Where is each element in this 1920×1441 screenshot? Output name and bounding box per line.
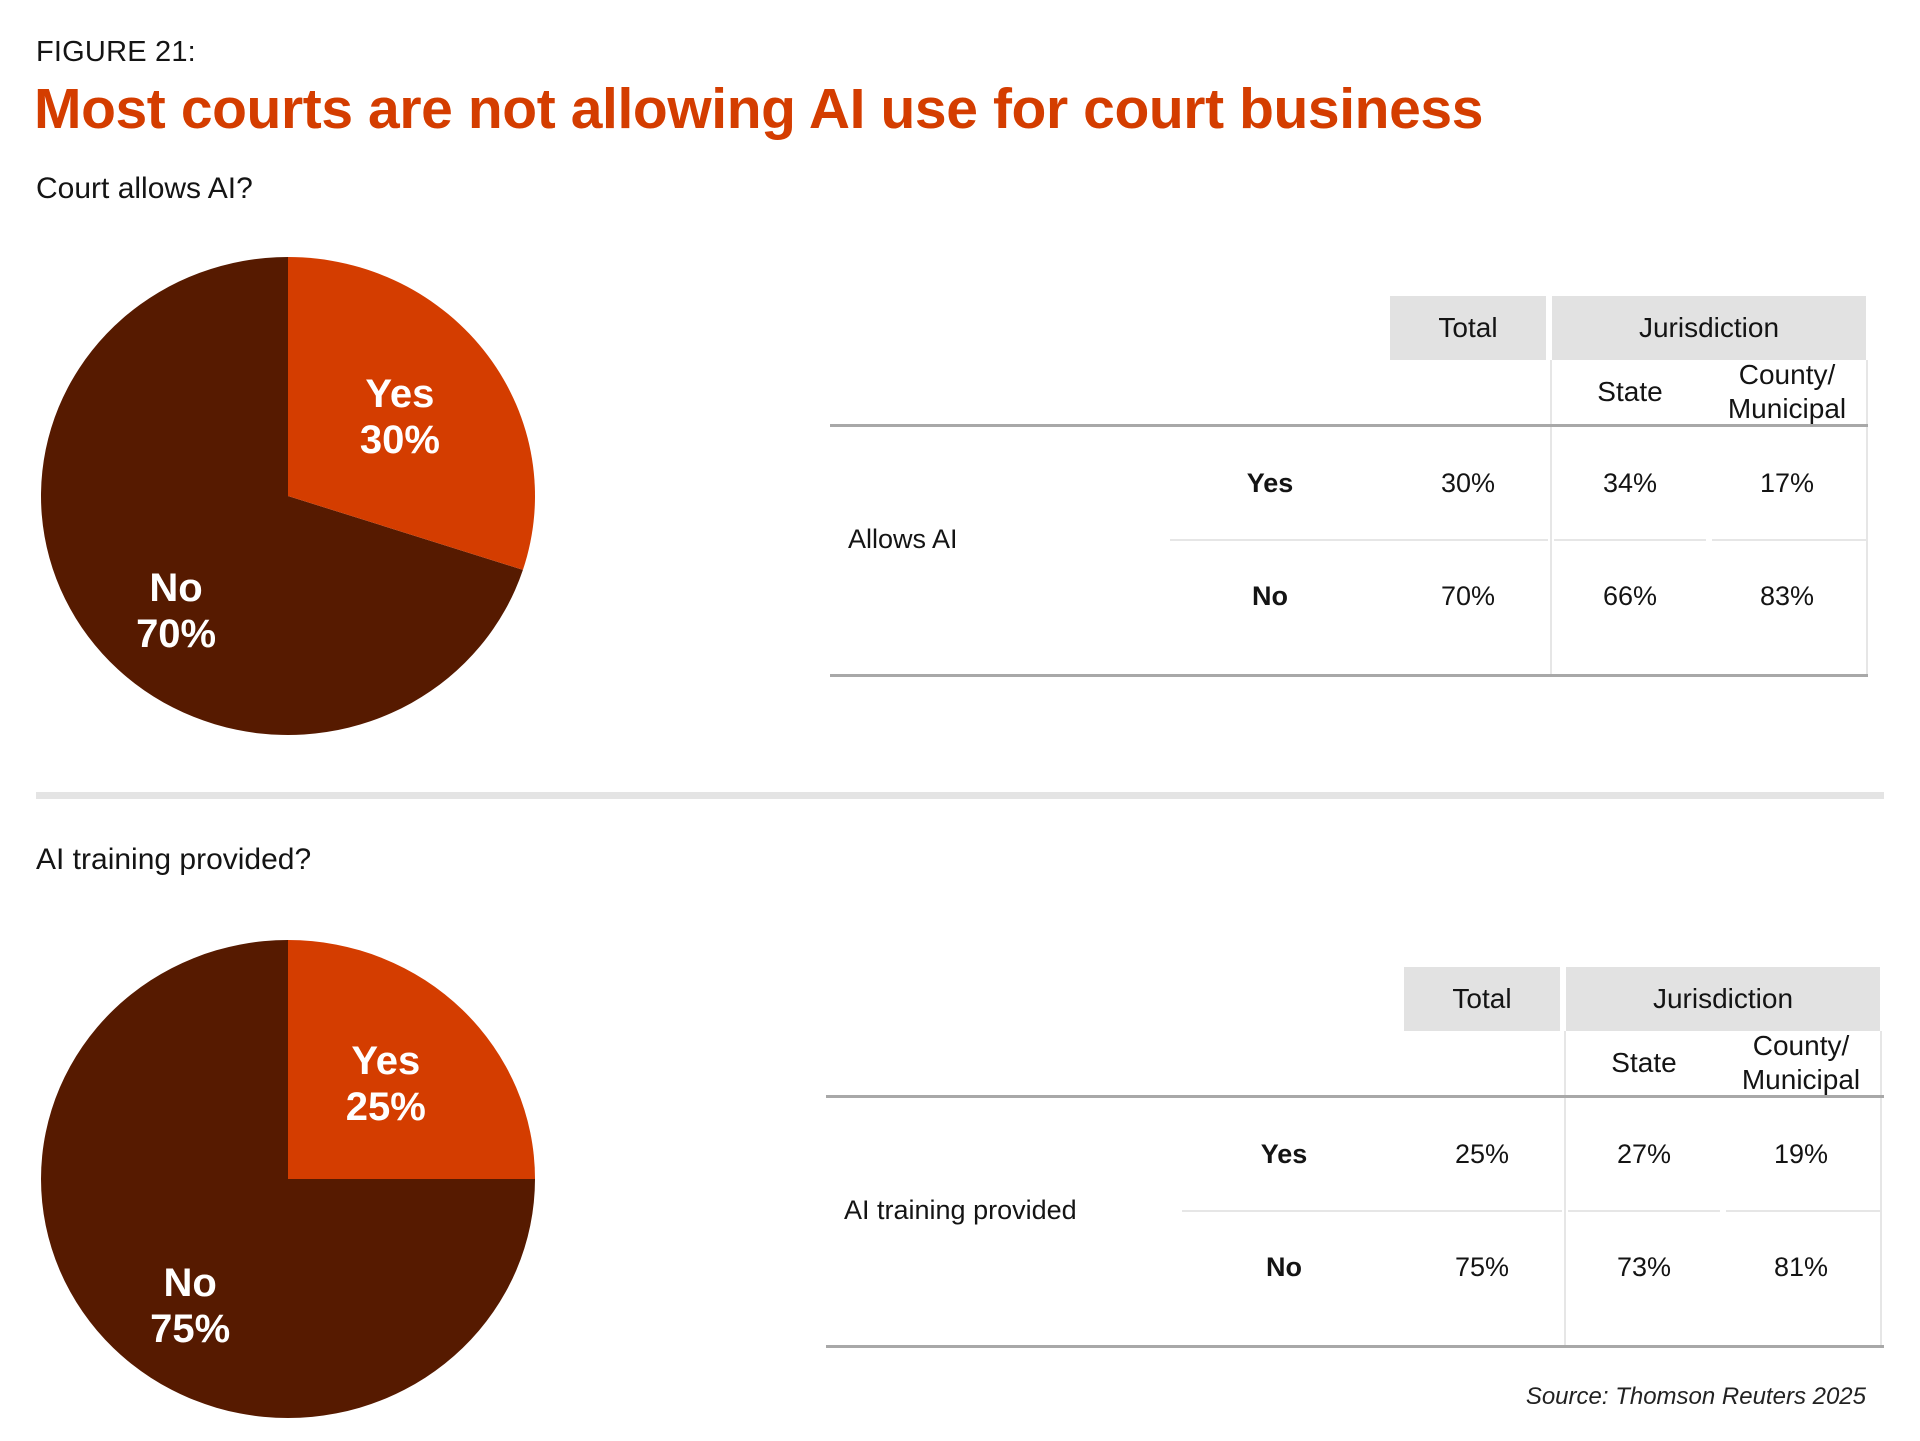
cell-yes-total: 25% xyxy=(1454,1138,1510,1169)
row-group-label: Allows AI xyxy=(848,523,958,554)
row-divider xyxy=(1170,539,1548,541)
pie-label-no-text: No xyxy=(163,1260,217,1305)
cell-no-county: 83% xyxy=(1759,580,1815,611)
pie-label-yes: Yes 25% xyxy=(286,1038,486,1130)
section-title-allows-ai: Court allows AI? xyxy=(36,172,253,205)
pie-label-yes-text: Yes xyxy=(365,372,435,417)
col-header-state: State xyxy=(1611,1047,1677,1078)
col-header-jurisdiction: Jurisdiction xyxy=(1566,967,1880,1031)
pie-label-no: No 75% xyxy=(90,1260,290,1352)
section-divider xyxy=(36,792,1884,799)
data-table-allows-ai: Total Jurisdiction State County/ Municip… xyxy=(830,296,1870,696)
cell-yes-state: 27% xyxy=(1616,1138,1672,1169)
source-note: Source: Thomson Reuters 2025 xyxy=(1525,1383,1866,1410)
cell-no-county: 81% xyxy=(1773,1251,1829,1282)
col-header-county: County/ Municipal xyxy=(1727,359,1847,424)
column-divider xyxy=(1866,426,1868,674)
pie-label-no-text: No xyxy=(149,566,203,610)
row-group-label: AI training provided xyxy=(844,1194,1077,1225)
pie-label-no: No 70% xyxy=(76,565,276,657)
col-header-state: State xyxy=(1597,376,1663,407)
pie-label-yes-pct: 25% xyxy=(345,1085,426,1130)
row-divider xyxy=(1568,1210,1720,1212)
section-title-training: AI training provided? xyxy=(36,843,312,876)
row-label-yes: Yes xyxy=(1260,1138,1308,1169)
figure-label: FIGURE 21: xyxy=(36,36,196,68)
column-divider xyxy=(1866,360,1868,424)
pie-label-no-pct: 75% xyxy=(150,1306,231,1351)
row-divider xyxy=(1182,1210,1562,1212)
row-divider xyxy=(1554,539,1706,541)
pie-label-yes: Yes 30% xyxy=(300,371,500,463)
cell-yes-total: 30% xyxy=(1440,467,1496,498)
row-label-no: No xyxy=(1266,1251,1302,1282)
table-rule-top xyxy=(830,424,1868,427)
pie-chart-training: Yes 25% No 75% xyxy=(40,939,536,1420)
table-rule-bottom xyxy=(826,1345,1884,1348)
cell-yes-county: 19% xyxy=(1773,1138,1829,1169)
pie-svg xyxy=(41,257,535,735)
col-header-total: Total xyxy=(1390,296,1546,360)
pie-chart-allows-ai: Yes 30% No 70% xyxy=(40,256,536,737)
column-divider xyxy=(1564,1031,1566,1345)
figure-title: Most courts are not allowing AI use for … xyxy=(34,77,1483,141)
row-label-yes: Yes xyxy=(1246,467,1294,498)
column-divider xyxy=(1550,360,1552,674)
col-header-county: County/ Municipal xyxy=(1741,1030,1861,1095)
pie-label-yes-text: Yes xyxy=(351,1039,421,1084)
cell-no-state: 73% xyxy=(1616,1251,1672,1282)
pie-slice-yes xyxy=(288,257,535,570)
cell-yes-state: 34% xyxy=(1602,467,1658,498)
pie-slice-no xyxy=(41,257,523,735)
cell-no-total: 75% xyxy=(1454,1251,1510,1282)
table-rule-bottom xyxy=(830,674,1868,677)
cell-yes-county: 17% xyxy=(1759,467,1815,498)
pie-slice-yes xyxy=(288,940,535,1179)
table-rule-top xyxy=(826,1095,1884,1098)
row-divider xyxy=(1726,1210,1880,1212)
cell-no-state: 66% xyxy=(1602,580,1658,611)
pie-label-yes-pct: 30% xyxy=(359,418,440,463)
column-divider xyxy=(1880,1097,1882,1345)
row-label-no: No xyxy=(1252,580,1288,611)
row-divider xyxy=(1712,539,1866,541)
pie-svg xyxy=(41,940,535,1418)
column-divider xyxy=(1880,1031,1882,1095)
cell-no-total: 70% xyxy=(1440,580,1496,611)
data-table-training: Total Jurisdiction State County/ Municip… xyxy=(826,967,1884,1367)
col-header-total: Total xyxy=(1404,967,1560,1031)
pie-label-no-pct: 70% xyxy=(136,612,217,656)
col-header-jurisdiction: Jurisdiction xyxy=(1552,296,1866,360)
